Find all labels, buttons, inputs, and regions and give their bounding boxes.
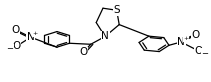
Text: O: O [195,46,203,56]
Text: O: O [11,25,20,35]
Text: −: − [6,44,13,53]
Text: O: O [79,47,88,57]
Text: −: − [201,49,208,58]
Text: N: N [101,31,109,41]
Text: S: S [113,5,120,15]
Text: O: O [12,41,21,51]
Text: N: N [177,37,185,47]
Text: O: O [192,30,200,40]
Text: +: + [183,36,188,41]
Text: N: N [27,32,35,42]
Text: +: + [33,31,38,36]
